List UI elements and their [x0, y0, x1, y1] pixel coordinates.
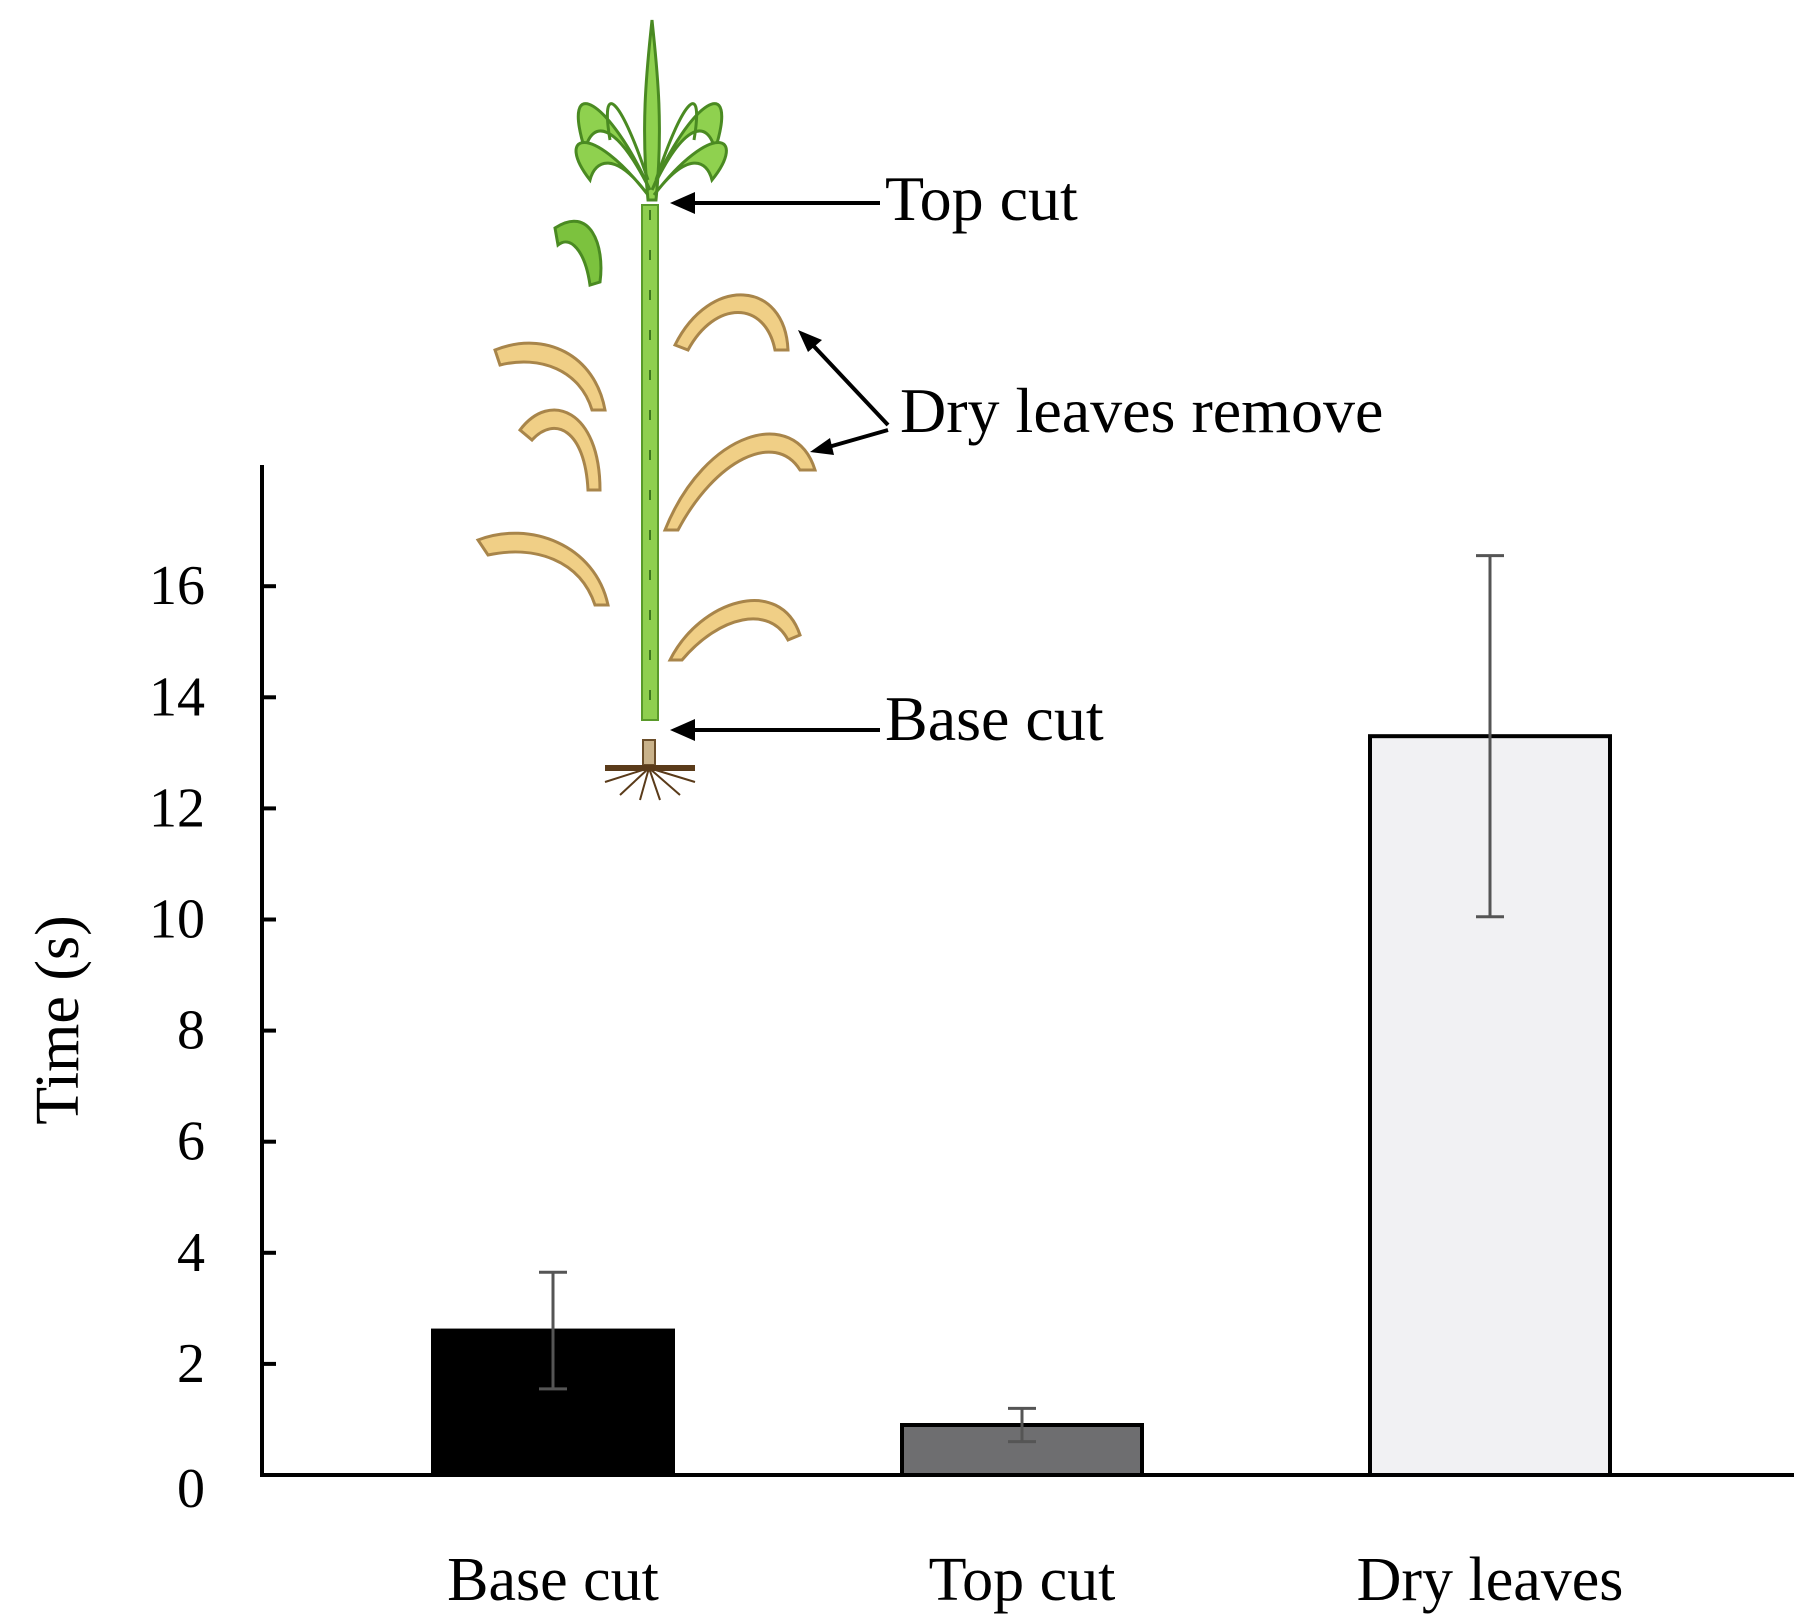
- x-labels: Base cut Top cut Dry leaves: [447, 1546, 1623, 1614]
- x-tick-label: Base cut: [447, 1546, 659, 1614]
- y-tick-label: 8: [177, 1000, 205, 1062]
- y-axis-label: Time (s): [24, 915, 92, 1125]
- x-tick-label: Dry leaves: [1357, 1546, 1624, 1614]
- x-tick-label: Top cut: [929, 1546, 1116, 1614]
- callout-base-cut: Base cut: [885, 683, 1104, 754]
- y-tick-label: 14: [149, 666, 205, 728]
- bar-base-cut: [431, 1328, 675, 1477]
- sugarcane-illustration: [475, 19, 818, 801]
- y-ticks: 0 2 4 6 8 10 12 14 16: [149, 555, 276, 1520]
- y-tick-label: 16: [149, 555, 205, 617]
- callout-arrows: [670, 192, 890, 741]
- y-tick-label: 6: [177, 1111, 205, 1173]
- y-tick-label: 0: [177, 1458, 205, 1520]
- callout-top-cut: Top cut: [885, 163, 1078, 234]
- y-tick-label: 4: [177, 1222, 205, 1284]
- callout-dry-leaves-remove: Dry leaves remove: [900, 375, 1383, 446]
- y-tick-label: 2: [177, 1333, 205, 1395]
- error-bars: [539, 554, 1504, 1444]
- y-tick-label: 12: [149, 777, 205, 839]
- bars: [431, 734, 1612, 1478]
- y-tick-label: 10: [149, 889, 205, 951]
